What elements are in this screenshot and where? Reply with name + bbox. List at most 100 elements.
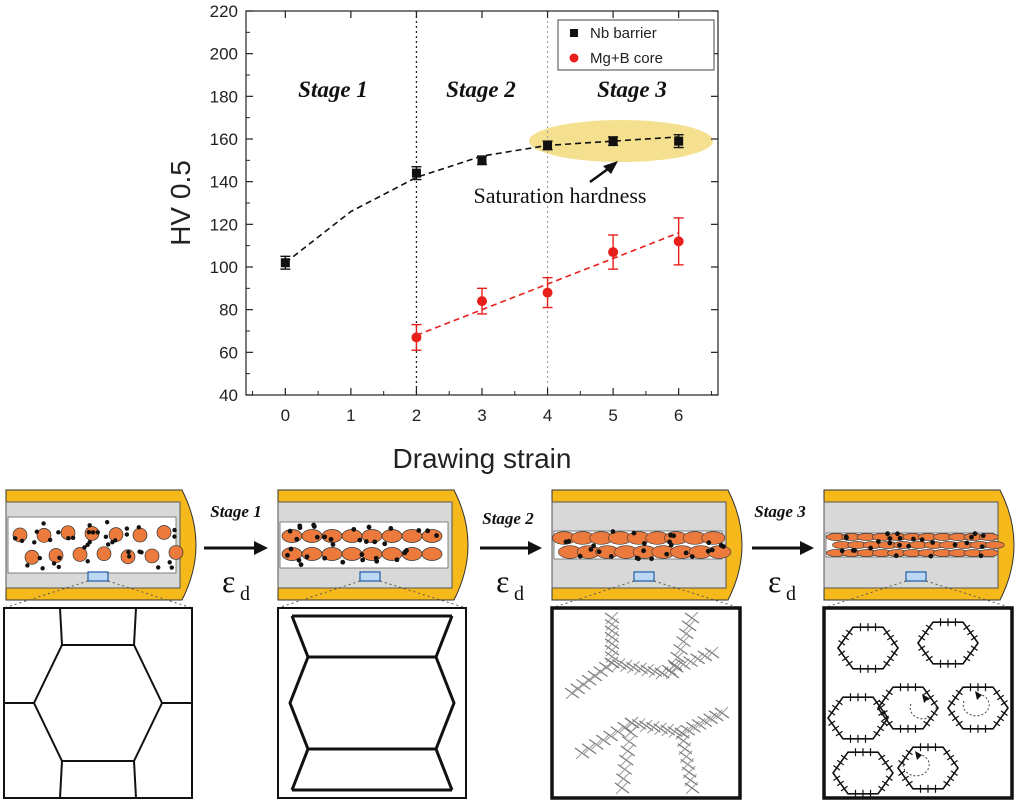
dislocation-tick	[828, 720, 836, 727]
zoom-line	[277, 580, 361, 609]
dislocation-tick	[840, 785, 848, 792]
boron-particle	[709, 547, 715, 553]
dislocation	[679, 627, 693, 641]
boron-particle	[285, 552, 290, 558]
y-tick-label: 100	[210, 258, 238, 277]
stage-3-label: Stage 3	[597, 77, 667, 102]
dislocation-tick	[831, 725, 840, 732]
boron-particle	[322, 555, 328, 561]
dislocation-tick	[886, 634, 895, 641]
dislocation-tick	[836, 759, 845, 766]
boron-particle	[705, 548, 711, 554]
legend: Nb barrier Mg+B core	[557, 19, 715, 71]
y-tick-label: 200	[210, 45, 238, 64]
dislocation-tick	[925, 624, 933, 631]
dislocation-tick	[876, 704, 885, 711]
dislocation-tick	[955, 720, 963, 727]
grain-panel-1	[3, 607, 193, 799]
dislocation	[698, 649, 712, 663]
boron-particle	[875, 539, 881, 544]
dislocation-tick	[948, 699, 956, 706]
dislocation-tick	[926, 694, 935, 701]
boron-particle	[388, 526, 394, 531]
dislocation-tick	[878, 699, 886, 706]
arrow-eps-sub-3: d	[786, 583, 796, 605]
dislocation	[661, 723, 675, 737]
dislocation	[668, 658, 682, 672]
data-points	[280, 134, 684, 351]
boron-particle	[56, 530, 61, 535]
boron-particle	[374, 558, 380, 564]
grain-panel-4	[822, 606, 1014, 800]
mgb-particle	[341, 547, 363, 561]
dislocation-tick	[905, 780, 913, 787]
dislocation-tick	[845, 629, 853, 636]
zoom-line	[823, 580, 907, 609]
zoom-window	[905, 571, 927, 582]
boron-particle	[885, 531, 890, 537]
dislocation-tick	[970, 634, 978, 641]
point-nb	[411, 168, 421, 178]
boron-particle	[87, 523, 92, 528]
point-nb	[608, 136, 618, 146]
stage-arrows: Stage 1 ε d Stage 2 ε d Stage 3 ε d	[204, 502, 814, 605]
mgb-particle	[381, 529, 403, 543]
boron-particle	[297, 525, 303, 531]
boron-particle	[304, 554, 310, 560]
dislocation-tick	[838, 650, 846, 657]
y-tick-label: 160	[210, 130, 238, 149]
y-tick-label: 80	[219, 301, 238, 320]
boron-particle	[86, 529, 92, 535]
dislocation-tick	[841, 655, 850, 662]
boron-particle	[298, 562, 304, 568]
dislocation	[691, 652, 705, 666]
boron-particle	[32, 540, 37, 545]
boron-particle	[359, 552, 365, 557]
boron-particle	[66, 535, 71, 541]
dislocation	[627, 660, 640, 674]
dislocation-tick	[898, 770, 906, 777]
boron-particle	[314, 534, 320, 540]
boron-particle	[887, 540, 893, 546]
boron-particle	[41, 521, 46, 526]
dislocation-tick	[993, 689, 1001, 696]
boron-particle	[124, 532, 130, 537]
dislocation-tick	[923, 689, 931, 696]
dislocation	[594, 665, 607, 678]
boron-particle	[893, 553, 899, 559]
boron-particle	[664, 551, 670, 557]
boron-particle	[167, 560, 172, 565]
dislocation-tick	[880, 720, 888, 727]
boron-particle	[366, 524, 372, 530]
zoom-line	[551, 580, 635, 609]
dislocation-tick	[905, 749, 913, 756]
boron-particle	[972, 531, 978, 537]
boron-particle	[919, 537, 925, 543]
grain-boundary	[133, 607, 137, 646]
x-tick-label: 2	[412, 406, 421, 425]
y-axis-label: HV 0.5	[165, 160, 196, 246]
dislocation-tick	[835, 730, 843, 737]
point-mgb	[608, 247, 619, 258]
boron-particle	[683, 550, 689, 556]
dislocation-tick	[950, 759, 958, 766]
legend-label-mgb: Mg+B core	[590, 50, 663, 67]
annotation-arrow	[589, 161, 618, 184]
zoom-line	[653, 580, 741, 609]
subgrain-boundary	[832, 751, 894, 795]
boron-particle	[706, 540, 712, 546]
boron-particle	[360, 557, 366, 563]
boron-particle	[47, 537, 53, 543]
dislocation-tick	[878, 785, 886, 792]
boron-particle	[37, 555, 43, 561]
stage-1-label: Stage 1	[298, 77, 368, 102]
panel-frame	[822, 606, 1014, 800]
subgrain-boundary	[837, 626, 899, 670]
panel-frame	[550, 606, 742, 800]
wire-4	[823, 489, 1015, 601]
dislocation-tick	[901, 754, 910, 761]
dislocation-tick	[948, 710, 956, 717]
rotation-arrowhead	[975, 691, 982, 700]
dislocation-tick	[918, 634, 926, 641]
boron-particle	[294, 536, 300, 542]
